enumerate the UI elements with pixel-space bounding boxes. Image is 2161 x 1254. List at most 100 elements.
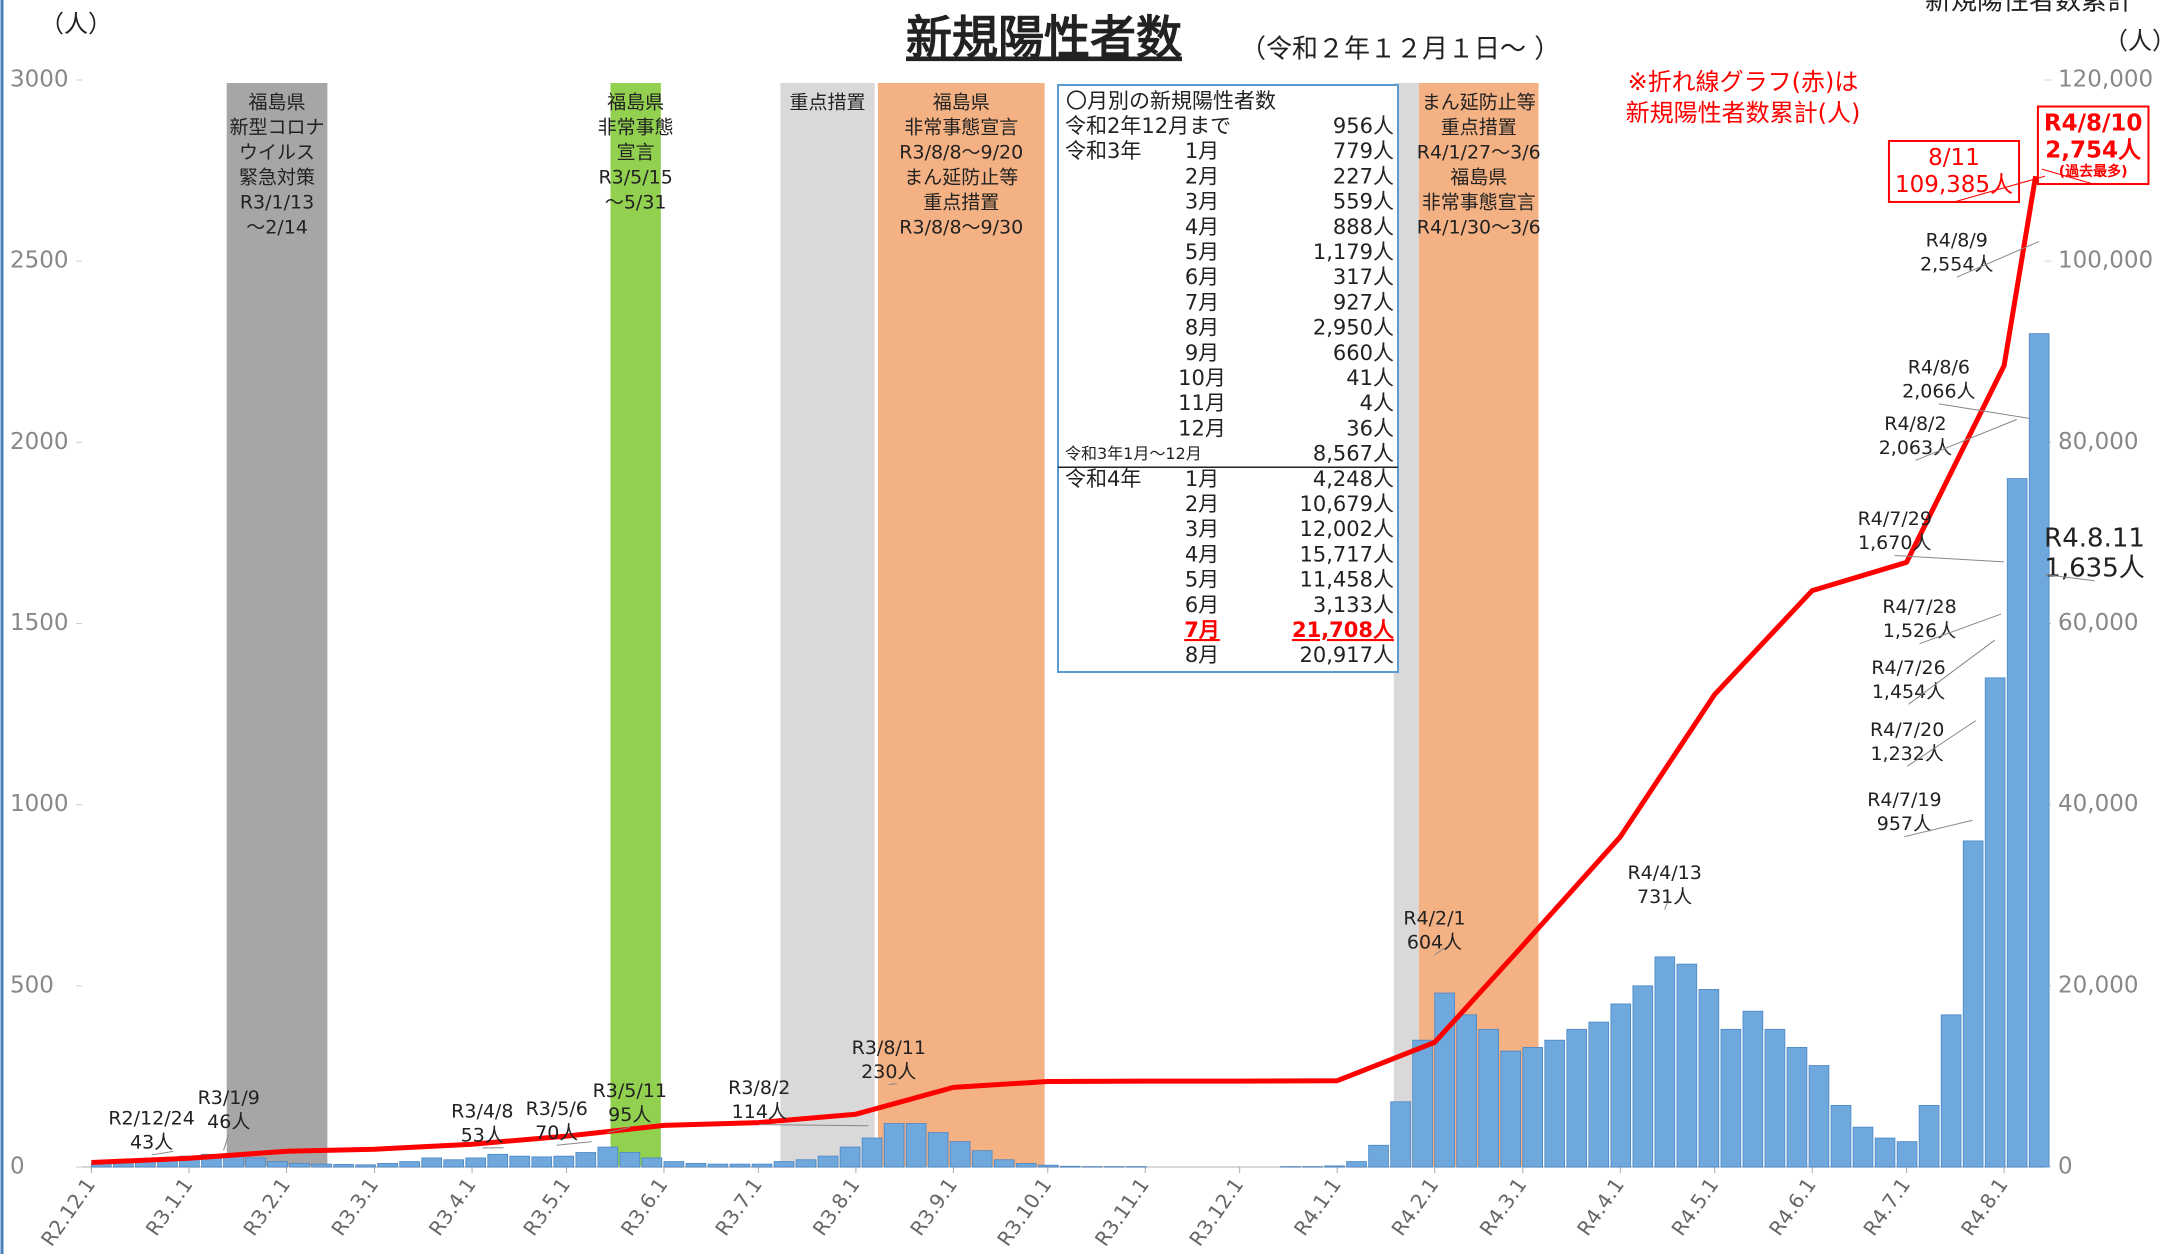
table-count: 927人 — [1333, 290, 1394, 314]
bar — [1544, 1039, 1566, 1168]
annotation-label: 1,454人 — [1872, 681, 1945, 703]
annotation-label: 53人 — [461, 1125, 504, 1147]
bar — [1654, 956, 1676, 1168]
annotation-label: R3/1/9 — [198, 1087, 260, 1109]
table-count: 11,458人 — [1300, 568, 1394, 592]
table-count: 10,679人 — [1300, 492, 1394, 516]
table-month: 1月 — [1185, 139, 1219, 163]
period-label: 宣言 — [617, 142, 655, 164]
annotation-label: 114人 — [732, 1101, 787, 1123]
annotation-label: 2,554人 — [1920, 254, 1993, 276]
bar — [355, 1164, 376, 1168]
annotation-label: 604人 — [1407, 932, 1462, 954]
table-row-label: 令和2年12月まで — [1065, 114, 1231, 138]
period-label: R3/5/15 — [598, 167, 672, 189]
table-count: 2,950人 — [1313, 316, 1394, 340]
table-month: 7月 — [1184, 618, 1220, 642]
bar — [377, 1162, 398, 1168]
bar — [1676, 963, 1698, 1168]
period-label: 非常事態宣言 — [1422, 192, 1536, 214]
period-label: 重点措置 — [790, 92, 866, 114]
annotation-leader — [1908, 639, 1995, 705]
y2-axis-unit: （人） — [2104, 27, 2161, 55]
bar — [399, 1161, 420, 1168]
bar — [1830, 1105, 1852, 1168]
annotation-label: R4/8/6 — [1908, 356, 1970, 378]
annotation-label: 2,063人 — [1879, 437, 1952, 459]
annotation-label: R2/12/24 — [108, 1107, 194, 1129]
annotation: R4/7/281,526人 — [1882, 596, 2002, 645]
table-month: 9月 — [1185, 341, 1219, 365]
y2-tick-label: 0 — [2058, 1154, 2073, 1180]
bar — [1742, 1010, 1764, 1168]
bar — [619, 1152, 641, 1168]
annotation: R4/8/22,063人 — [1879, 413, 2017, 461]
bar — [311, 1163, 332, 1168]
bar — [729, 1163, 751, 1168]
table-count: 227人 — [1333, 164, 1394, 188]
period-band — [877, 83, 1045, 1167]
bar — [1390, 1101, 1411, 1168]
table-month: 2月 — [1185, 492, 1219, 516]
period-layer: 福島県新型コロナウイルス緊急対策R3/1/13～2/14福島県非常事態宣言R3/… — [226, 83, 1541, 1167]
annotation-label: (過去最多) — [2059, 163, 2128, 180]
annotation-label: R4/7/28 — [1882, 596, 1956, 618]
y2-tick-label: 60,000 — [2058, 610, 2138, 636]
period-label: 新型コロナ — [230, 117, 325, 139]
annotation: R4/8/102,754人(過去最多) — [2036, 105, 2150, 186]
bar — [1764, 1028, 1786, 1168]
bar — [1874, 1137, 1896, 1168]
annotation-label: R3/5/6 — [526, 1098, 588, 1120]
table-month: 5月 — [1185, 568, 1219, 592]
bar — [927, 1132, 949, 1168]
bar — [641, 1157, 663, 1168]
table-month: 4月 — [1185, 542, 1219, 566]
period-label: ウイルス — [239, 142, 315, 164]
chart-title: 新規陽性者数 — [906, 11, 1182, 65]
period-label: R3/8/8～9/20 — [899, 142, 1023, 164]
annotation-leader — [2044, 574, 2095, 582]
bar — [993, 1159, 1015, 1168]
annotation-label: 43人 — [130, 1131, 173, 1153]
chart-subtitle: （令和２年１２月１日～ ） — [1240, 35, 1560, 65]
annotation-leader — [2041, 168, 2094, 185]
y2-tick-label: 100,000 — [2058, 248, 2153, 274]
annotation-label: R4/4/13 — [1627, 862, 1701, 884]
bar — [751, 1163, 773, 1168]
table-month: 7月 — [1185, 290, 1219, 314]
period-label: R3/8/8～9/30 — [899, 217, 1023, 239]
period-label: まん延防止等 — [1422, 92, 1536, 114]
table-month: 1月 — [1185, 467, 1219, 491]
annotation-leader — [888, 1083, 897, 1086]
table-count: 41人 — [1346, 366, 1394, 390]
table-month: 12月 — [1178, 416, 1226, 440]
bar — [1940, 1014, 1962, 1168]
period-label: R4/1/30～3/6 — [1417, 217, 1541, 239]
table-count: 956人 — [1333, 114, 1394, 138]
annotation-leader — [1919, 613, 2002, 645]
bar — [1368, 1144, 1389, 1168]
table-count: 4,248人 — [1313, 467, 1394, 491]
period-label: 福島県 — [933, 92, 990, 114]
bar — [663, 1161, 685, 1168]
table-count: 660人 — [1333, 341, 1394, 365]
table-title: 〇月別の新規陽性者数 — [1066, 89, 1276, 113]
annotation-label: R3/8/2 — [728, 1077, 790, 1099]
bar — [707, 1163, 729, 1168]
annotation-leader — [1915, 419, 2017, 461]
period-label: R3/1/13 — [240, 192, 314, 214]
period-band — [610, 83, 661, 1167]
annotation-leader — [151, 1150, 174, 1156]
table-month: 6月 — [1185, 265, 1219, 289]
table-count: 3,133人 — [1313, 593, 1394, 617]
annotation-label: R4/8/10 — [2044, 111, 2143, 137]
annotation-leader — [223, 1134, 230, 1151]
